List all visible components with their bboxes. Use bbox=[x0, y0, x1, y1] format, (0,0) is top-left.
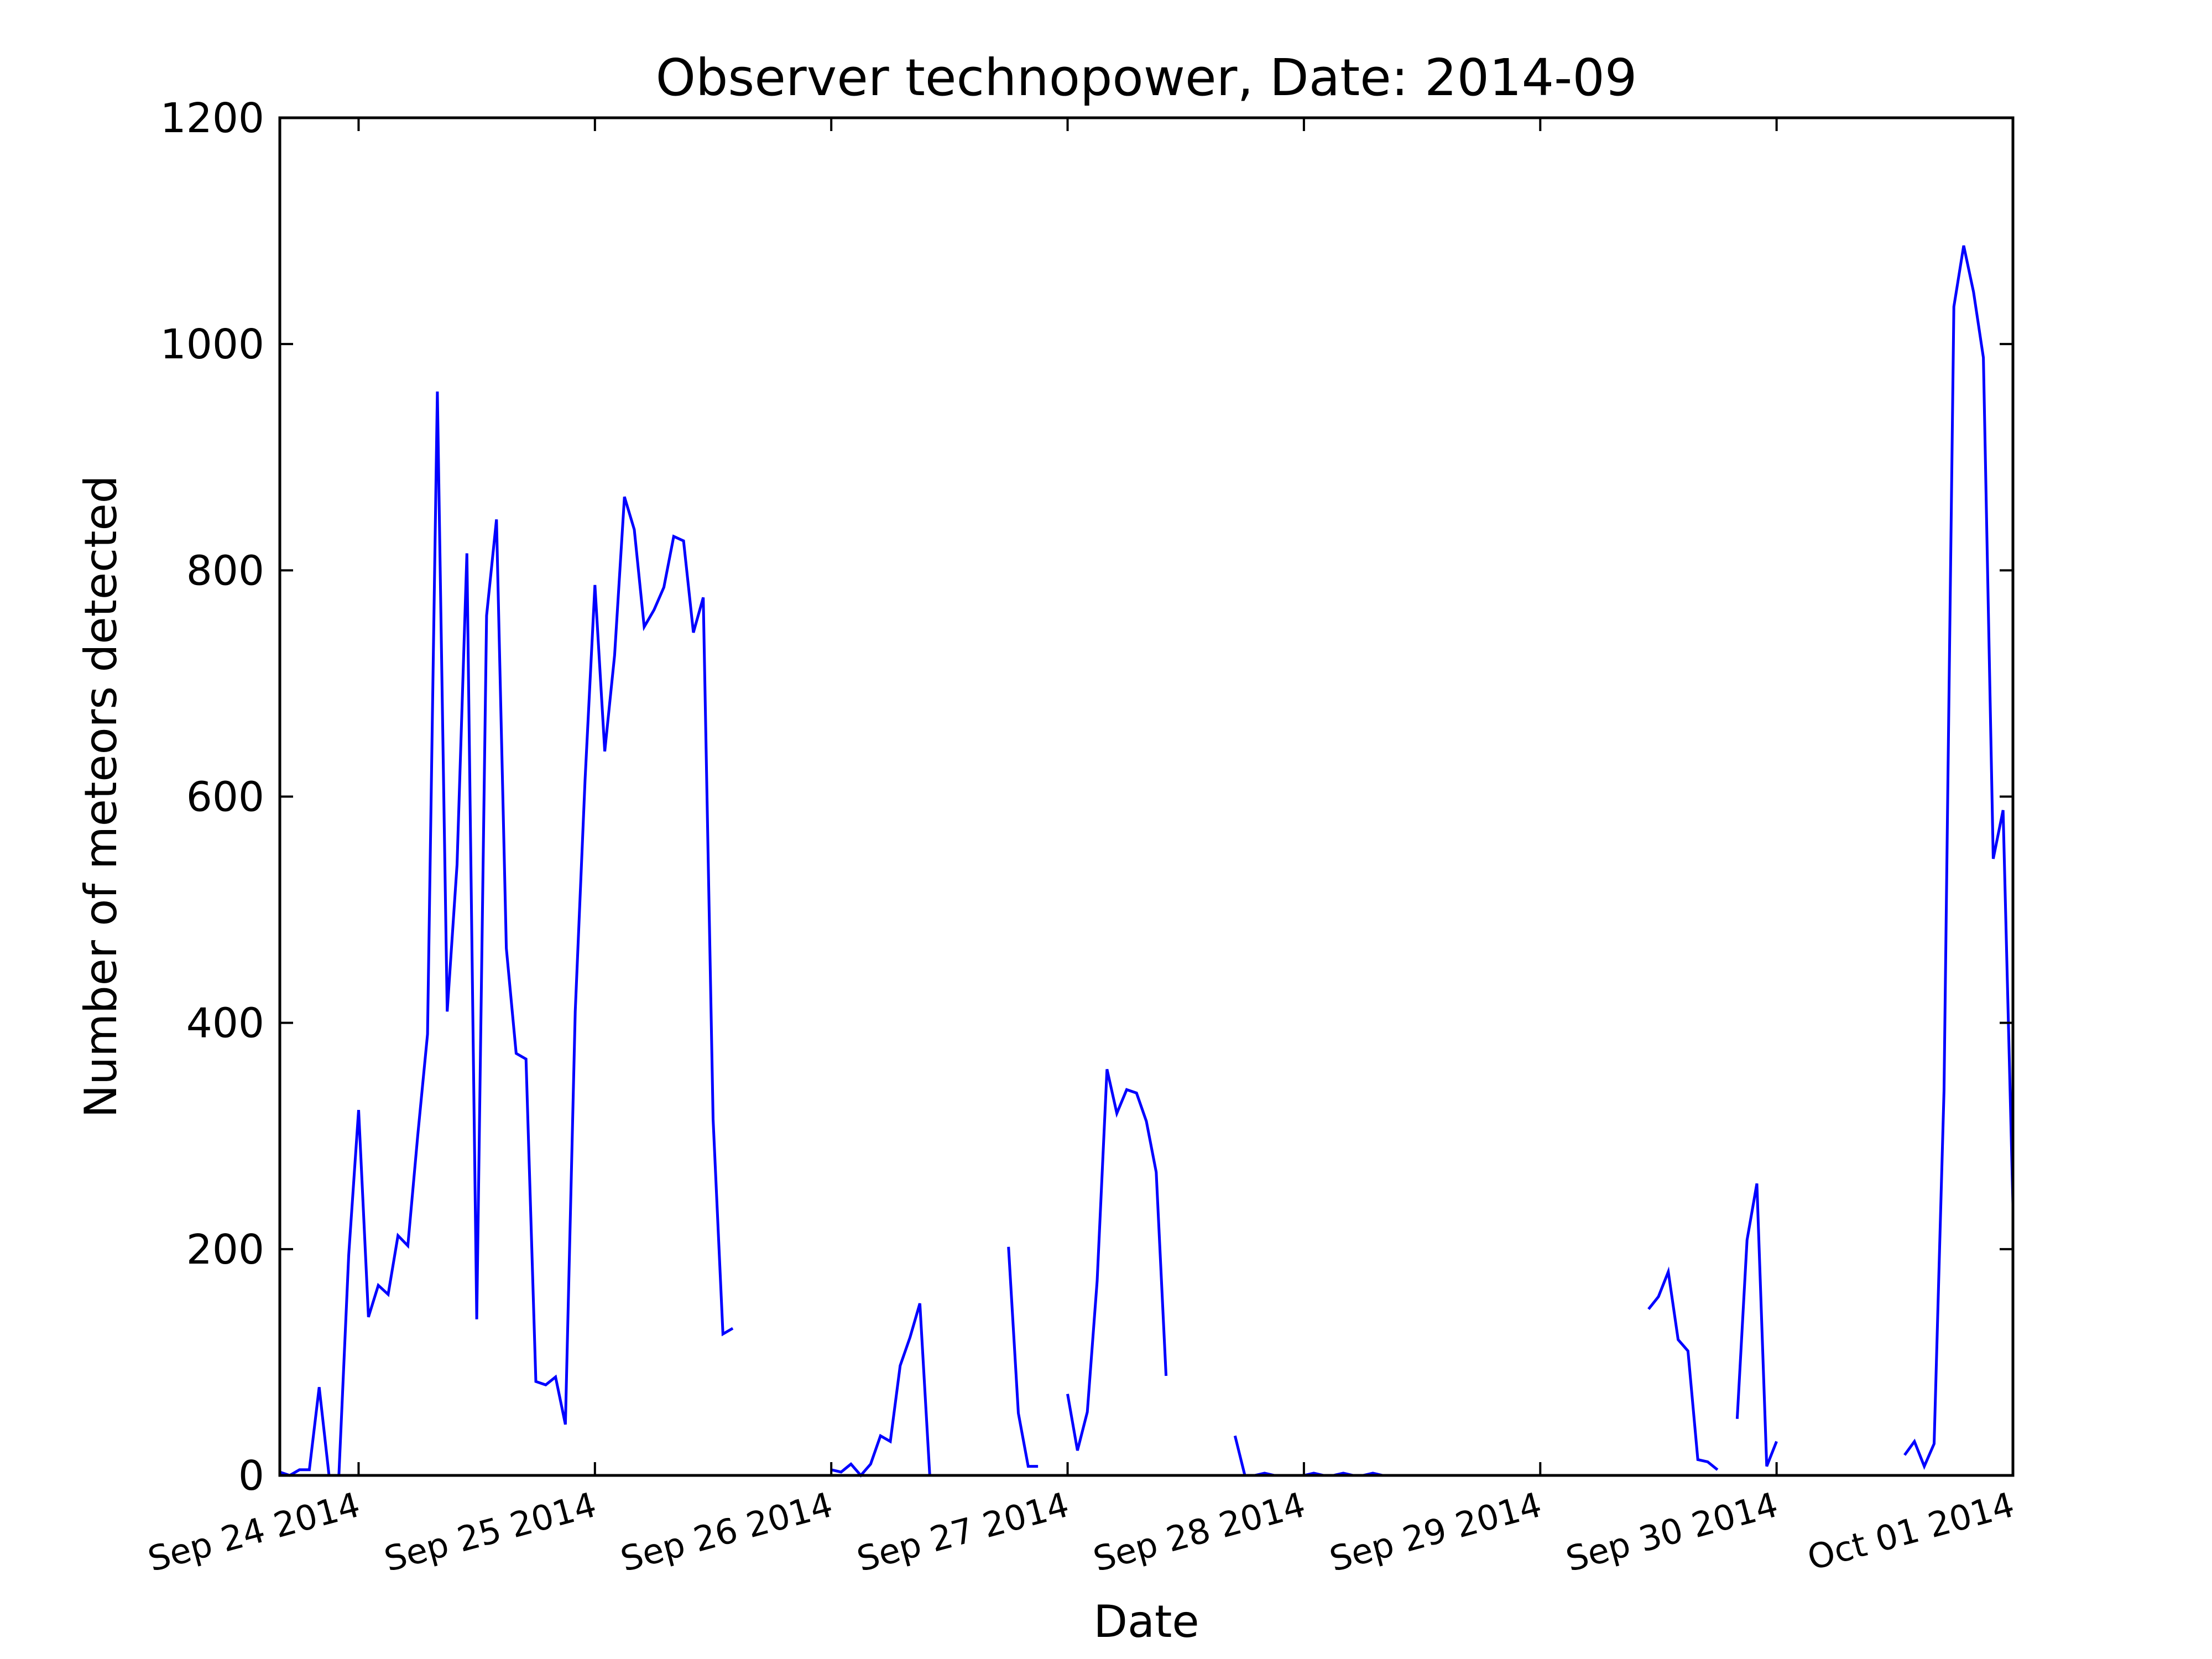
y-axis-label: Number of meteors detected bbox=[75, 476, 127, 1118]
y-tick-label: 400 bbox=[186, 1000, 264, 1047]
series-line-segment bbox=[1903, 245, 2015, 1470]
y-tick-label: 1200 bbox=[160, 95, 264, 142]
series-line-segment bbox=[279, 392, 734, 1477]
series-line-segment bbox=[1735, 1183, 1778, 1467]
plot-frame bbox=[278, 116, 2015, 1477]
series-line-segment bbox=[1007, 1246, 1039, 1468]
chart-title: Observer technopower, Date: 2014-09 bbox=[656, 48, 1637, 107]
y-tick-label: 200 bbox=[186, 1226, 264, 1274]
series-line-segment bbox=[1066, 1068, 1168, 1451]
x-axis-label: Date bbox=[1093, 1596, 1199, 1647]
y-tick-label: 1000 bbox=[160, 321, 264, 368]
y-tick-label: 0 bbox=[238, 1452, 264, 1500]
y-tick-label: 600 bbox=[186, 774, 264, 821]
series-line-segment bbox=[1647, 1266, 1719, 1471]
y-tick-label: 800 bbox=[186, 547, 264, 594]
series-line-segment bbox=[831, 1303, 931, 1478]
